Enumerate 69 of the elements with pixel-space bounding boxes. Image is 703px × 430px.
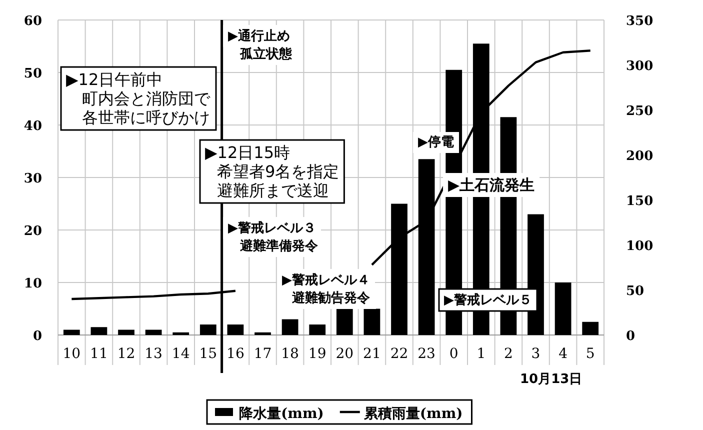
x-tick-label: 19 — [308, 346, 326, 362]
annotation: 町内会と消防団で — [82, 89, 211, 108]
y-tick-label: 40 — [24, 119, 42, 134]
annotation: 避難準備発令 — [239, 238, 319, 254]
annotation: ▶停電 — [418, 135, 454, 150]
x-tick-label: 14 — [172, 346, 190, 362]
x-tick-label: 0 — [449, 346, 458, 362]
y2-tick-label: 300 — [626, 59, 654, 74]
bar — [336, 308, 353, 335]
text: 10月13日 — [520, 372, 582, 387]
bar — [227, 324, 244, 335]
annotation: 避難勧告発令 — [291, 290, 371, 306]
x-tick-label: 22 — [390, 346, 408, 362]
y-tick-label: 50 — [24, 66, 42, 82]
y-tick-label: 10 — [24, 276, 42, 292]
x-tick-label: 23 — [418, 346, 436, 362]
y2-tick-label: 100 — [626, 239, 654, 254]
x-tick-label: 17 — [254, 346, 272, 362]
annotation: 避難所まで送迎 — [217, 181, 329, 200]
annotation: 希望者9名を指定 — [217, 162, 340, 181]
x-tick-label: 12 — [117, 346, 136, 362]
y-tick-label: 0 — [32, 329, 42, 344]
bar — [391, 204, 408, 335]
annotation: ▶警戒レベル３ — [228, 220, 316, 236]
x-tick-label: 13 — [144, 346, 162, 362]
x-tick-label: 21 — [363, 346, 381, 362]
x-tick-label: 4 — [558, 346, 568, 362]
y-tick-label: 20 — [24, 224, 42, 239]
annotation: 孤立状態 — [239, 46, 293, 62]
annotation: ▶土石流発生 — [448, 176, 535, 194]
annotation: ▶警戒レベル４ — [282, 272, 370, 288]
y2-tick-label: 150 — [626, 194, 654, 209]
bar — [582, 322, 599, 335]
x-tick-label: 15 — [199, 346, 218, 362]
x-tick-label: 3 — [531, 346, 540, 362]
bar — [554, 282, 572, 335]
bar — [63, 330, 80, 335]
legend-label: 降水量(mm) — [239, 406, 324, 422]
y2-tick-label: 250 — [626, 104, 654, 119]
y-tick-label: 30 — [24, 172, 42, 186]
annotation: ▶12日午前中 — [66, 70, 163, 89]
x-tick-label: 16 — [226, 346, 244, 362]
bar — [172, 332, 190, 335]
bar — [282, 319, 298, 335]
bar — [118, 330, 134, 335]
y2-tick-label: 50 — [626, 284, 644, 299]
x-tick-label: 10 — [62, 346, 81, 362]
x-tick-label: 11 — [90, 346, 108, 362]
legend-label: 累積雨量(mm) — [362, 406, 463, 422]
annotation: ▶12日15時 — [205, 143, 290, 162]
bar — [418, 159, 435, 335]
x-tick-label: 2 — [504, 346, 513, 362]
bar — [200, 324, 216, 335]
y2-tick-label: 0 — [626, 329, 636, 344]
bar — [309, 324, 326, 335]
x-tick-label: 18 — [281, 346, 299, 362]
bar — [254, 332, 271, 335]
y2-tick-label: 350 — [626, 14, 654, 29]
x-tick-label: 5 — [586, 346, 595, 362]
annotation: ▶通行止め — [228, 28, 290, 44]
bar — [145, 330, 162, 335]
annotation: ▶警戒レベル５ — [444, 292, 532, 308]
y2-tick-label: 200 — [626, 149, 654, 164]
y-tick-label: 60 — [24, 14, 42, 29]
annotation: 各世帯に呼びかけ — [82, 108, 210, 127]
x-tick-label: 1 — [476, 346, 486, 362]
bar — [90, 327, 108, 335]
bar — [364, 308, 380, 335]
x-tick-label: 20 — [336, 346, 354, 362]
